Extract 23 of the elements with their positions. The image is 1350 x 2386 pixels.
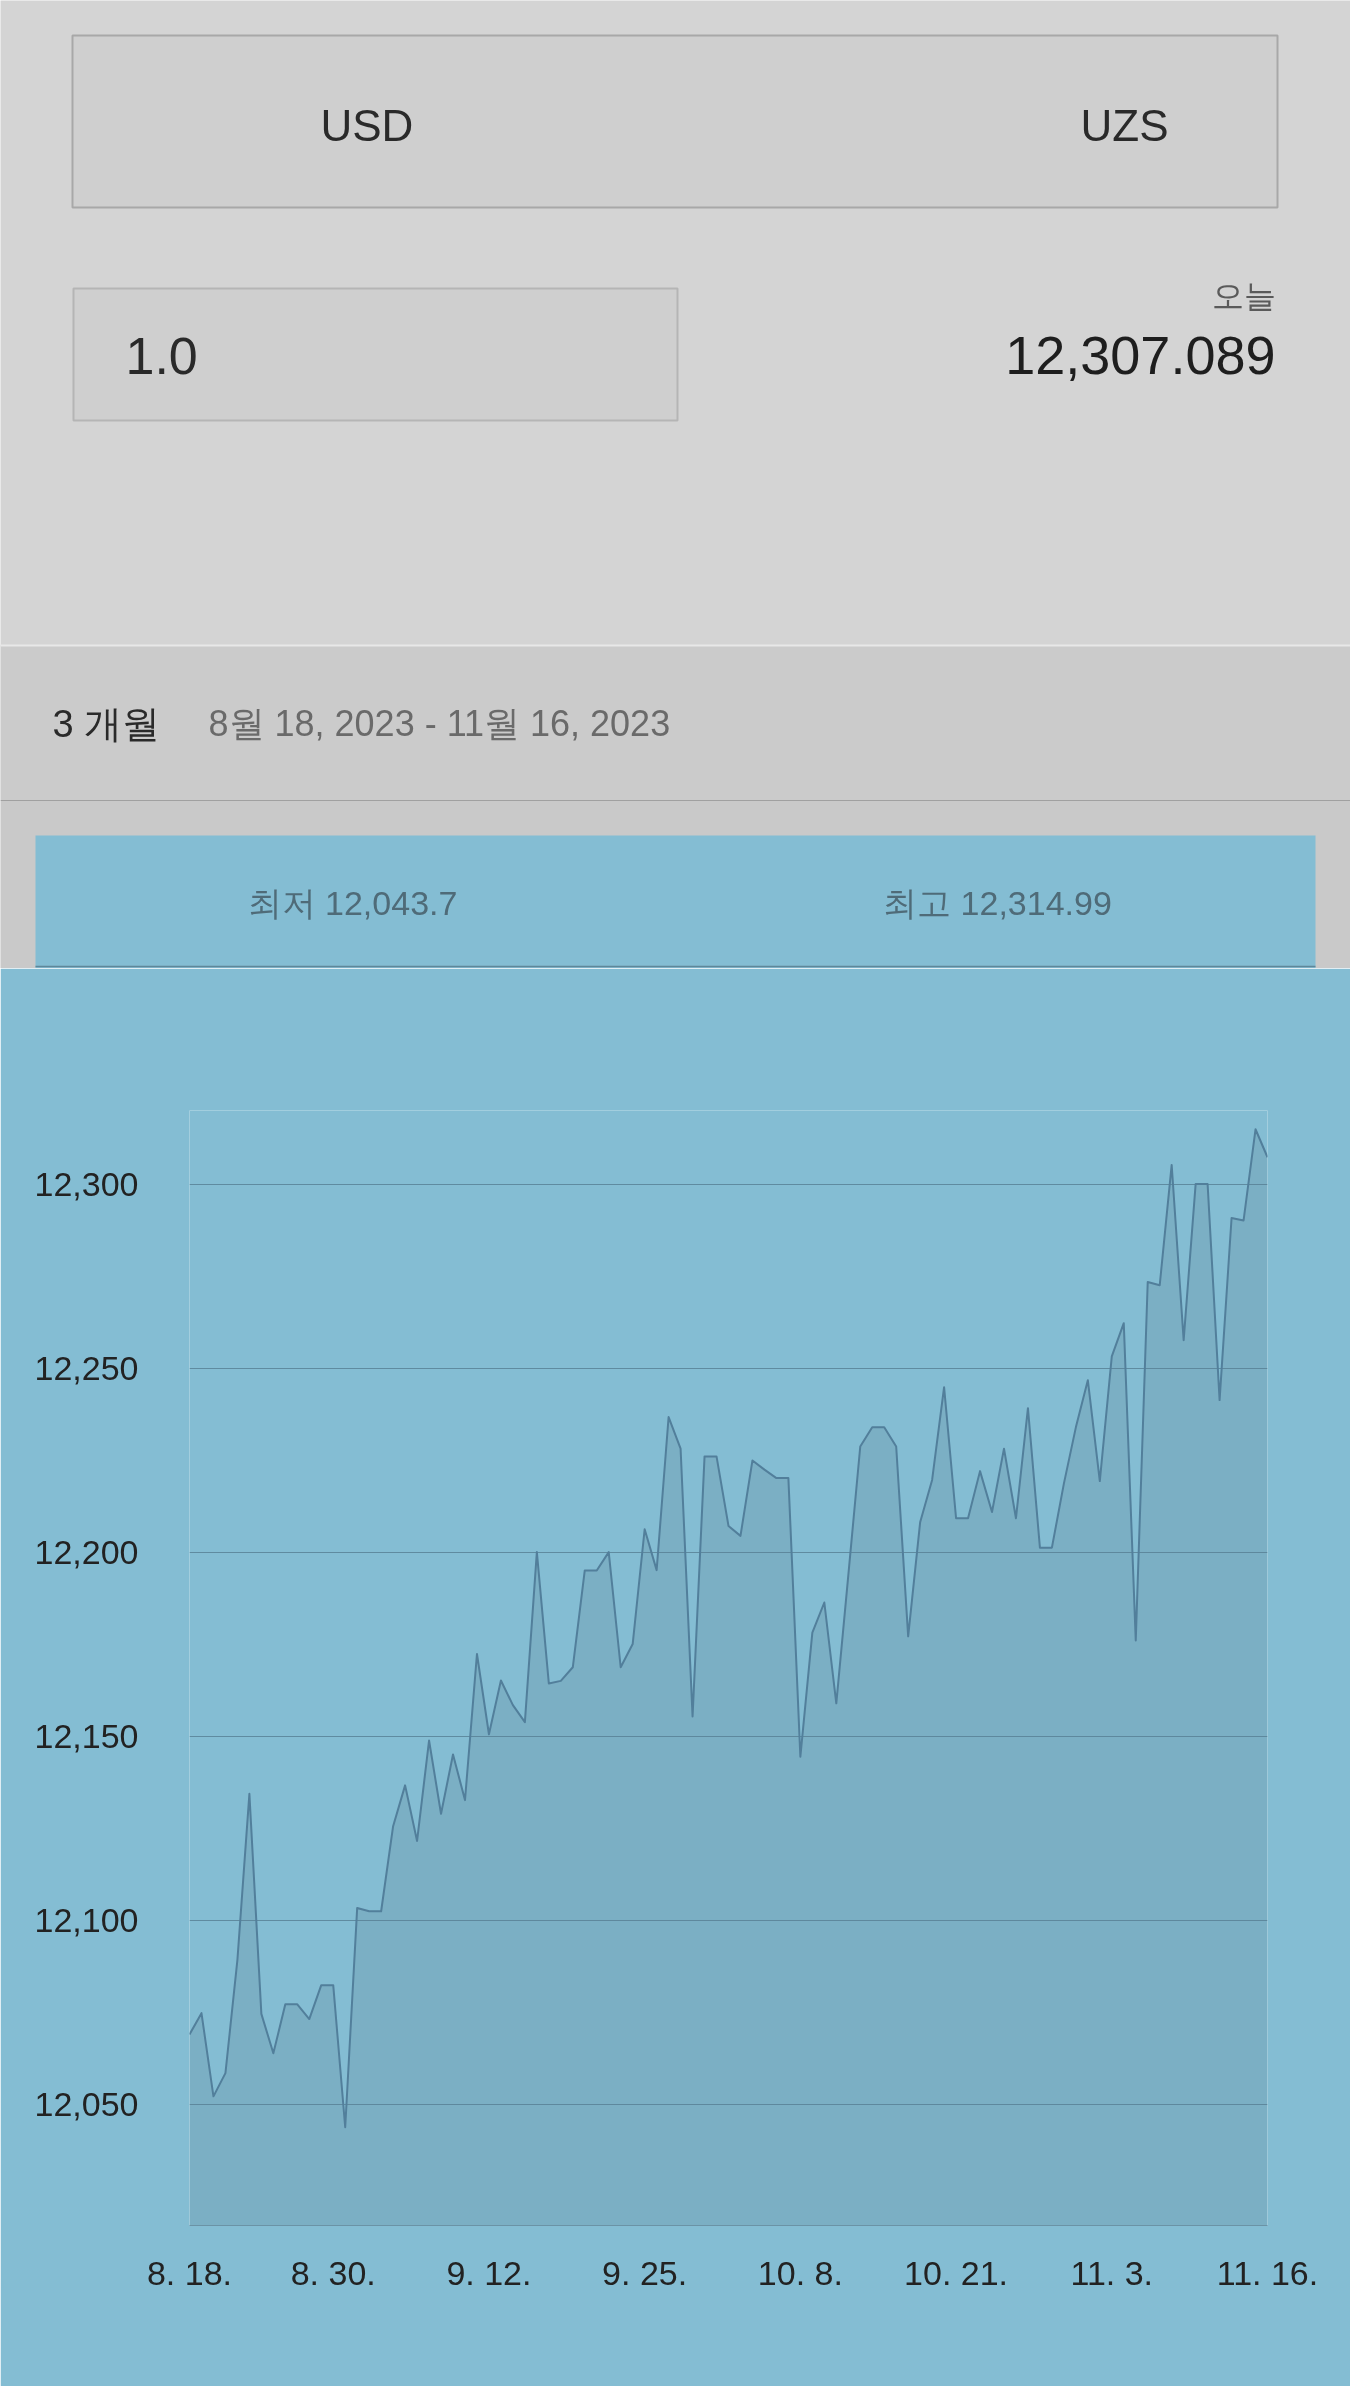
x-tick-label: 10. 8. [757, 2253, 843, 2292]
y-tick-label: 12,100 [34, 1900, 139, 1939]
text: 1.0 [125, 326, 198, 385]
x-tick-label: 8. 18. [146, 2253, 233, 2292]
x-tick-label: 10. 21. [904, 2253, 1009, 2292]
text: UZS [1080, 101, 1169, 150]
y-tick-label: 12,250 [34, 1348, 139, 1387]
text: 3 개월 [52, 702, 161, 745]
y-tick-label: 12,150 [34, 1716, 139, 1755]
x-tick-label: 9. 12. [446, 2253, 532, 2292]
x-tick-label: 9. 25. [602, 2253, 688, 2292]
text: USD [320, 101, 414, 150]
text: 최저 12,043.7 [247, 883, 458, 922]
y-tick-label: 12,200 [34, 1532, 139, 1571]
text: 8월 18, 2023 - 11월 16, 2023 [208, 703, 671, 744]
text: 최고 12,314.99 [883, 883, 1112, 922]
y-tick-label: 12,300 [34, 1164, 139, 1203]
x-tick-label: 11. 16. [1216, 2253, 1319, 2292]
text: 12,307.089 [1005, 325, 1276, 385]
y-tick-label: 12,050 [34, 2084, 139, 2123]
x-tick-label: 8. 30. [290, 2253, 376, 2292]
x-tick-label: 11. 3. [1070, 2253, 1154, 2292]
text: 오늘 [1211, 277, 1276, 314]
